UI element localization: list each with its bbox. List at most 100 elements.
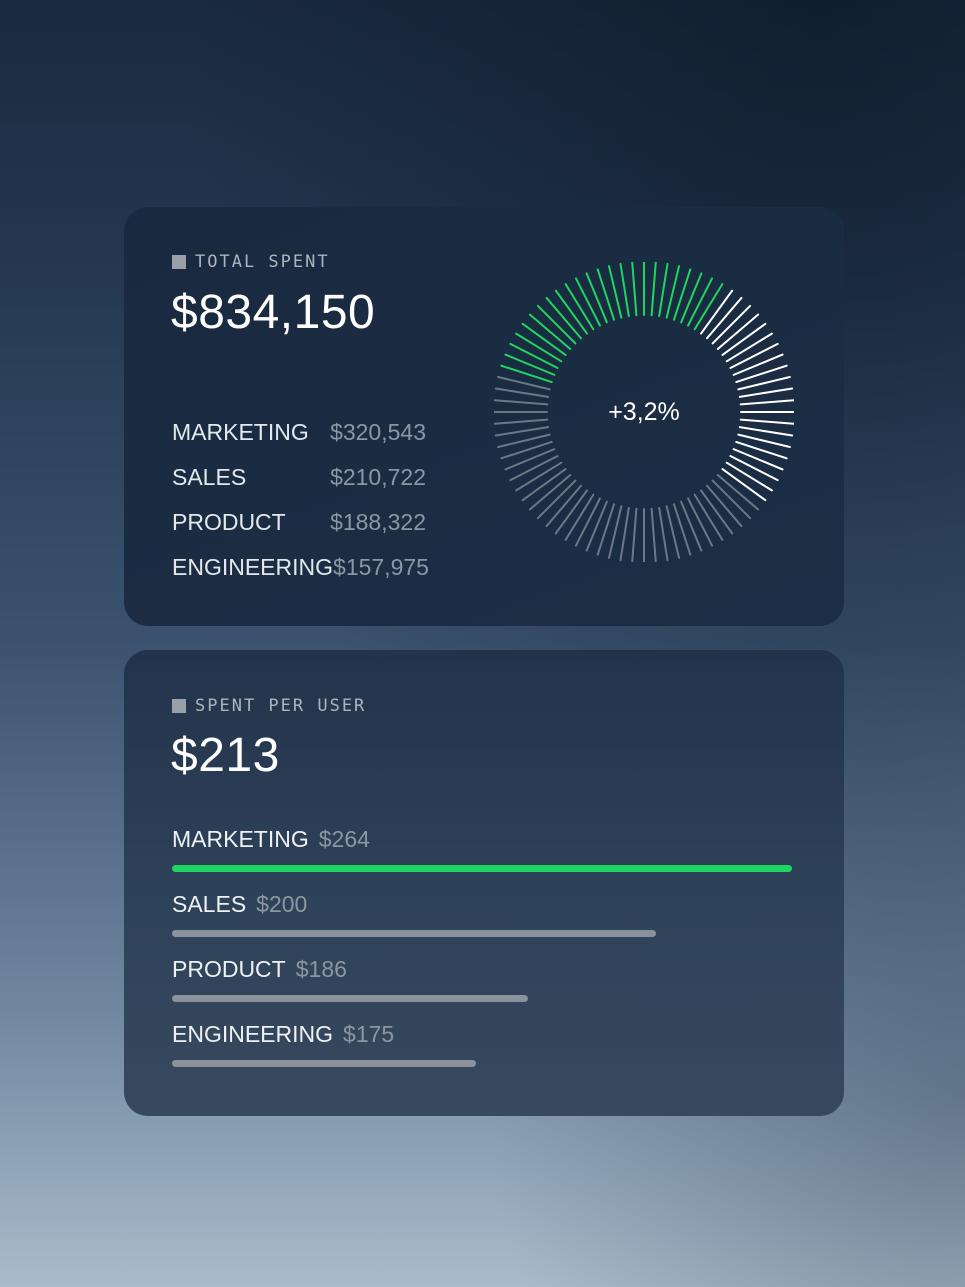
bar-category: SALES — [172, 891, 247, 917]
ring-tick-gray — [574, 497, 601, 547]
bar-label: PRODUCT $186 — [172, 956, 792, 983]
bar-amount: $200 — [256, 891, 308, 917]
bar-item-engineering: ENGINEERING $175 — [172, 1021, 792, 1086]
ring-tick-green — [680, 272, 703, 324]
spent-per-user-label: SPENT PER USER — [195, 696, 367, 716]
ring-tick-white — [739, 399, 794, 406]
bar-label: SALES $200 — [172, 891, 792, 918]
breakdown-amount: $320,543 — [330, 419, 426, 445]
breakdown-row-marketing: MARKETING $320,543 — [172, 419, 426, 464]
ring-tick-gray — [494, 426, 550, 437]
bar-label: MARKETING $264 — [172, 826, 792, 853]
ring-tick-gray — [497, 433, 551, 449]
breakdown-row-engineering: ENGINEERING $157,975 — [172, 554, 429, 599]
ring-tick-green — [545, 296, 582, 340]
bar-item-sales: SALES $200 — [172, 891, 792, 956]
ring-tick-white — [721, 468, 767, 502]
ring-tick-gray — [631, 507, 638, 562]
ring-tick-gray — [711, 479, 752, 520]
breakdown-category: SALES — [172, 464, 247, 490]
ring-tick-white — [725, 332, 773, 363]
breakdown-amount: $157,975 — [333, 554, 429, 580]
bar-item-product: PRODUCT $186 — [172, 956, 792, 1021]
ring-tick-gray — [596, 503, 616, 556]
ring-tick-gray — [650, 507, 657, 562]
ring-tick-white — [700, 289, 734, 335]
total-spent-card: TOTAL SPENT $834,150 MARKETING $320,543 … — [124, 207, 844, 626]
ring-tick-white — [729, 455, 779, 482]
ring-tick-white — [738, 387, 794, 398]
ring-tick-gray — [494, 399, 549, 406]
total-spent-label: TOTAL SPENT — [195, 252, 330, 272]
ring-tick-gray — [536, 479, 577, 520]
ring-tick-gray — [494, 418, 549, 425]
bar-category: MARKETING — [172, 826, 309, 852]
ring-tick-green — [515, 332, 563, 363]
bar-fill — [172, 995, 528, 1002]
ring-tick-white — [737, 375, 791, 391]
ring-tick-green — [509, 342, 559, 369]
breakdown-amount: $210,722 — [330, 464, 426, 490]
bar-item-marketing: MARKETING $264 — [172, 826, 792, 891]
ring-tick-gray — [494, 387, 550, 398]
ring-tick-white — [716, 313, 760, 350]
breakdown-category: ENGINEERING — [172, 554, 334, 580]
ring-tick-white — [729, 342, 779, 369]
ring-ticks — [494, 262, 794, 562]
ring-tick-white — [721, 322, 767, 356]
ring-tick-gray — [497, 375, 551, 391]
ring-tick-white — [735, 364, 788, 384]
ring-tick-gray — [500, 440, 553, 460]
spent-per-user-card: SPENT PER USER $213 MARKETING $264 SALES… — [124, 650, 844, 1116]
bar-amount: $186 — [295, 956, 347, 982]
ring-tick-green — [500, 364, 553, 384]
per-user-bar-list: MARKETING $264 SALES $200 PRODUCT $186 — [172, 826, 792, 1086]
bar-amount: $175 — [343, 1021, 395, 1047]
ring-tick-gray — [672, 503, 692, 556]
ring-tick-green — [672, 268, 692, 321]
ring-tick-white — [706, 296, 743, 340]
breakdown-row-product: PRODUCT $188,322 — [172, 509, 426, 554]
breakdown-category: MARKETING — [172, 419, 309, 445]
ring-tick-white — [737, 433, 791, 449]
ring-tick-green — [564, 283, 595, 331]
spent-per-user-header: SPENT PER USER — [172, 696, 366, 716]
ring-tick-white — [732, 448, 784, 471]
ring-tick-green — [596, 268, 616, 321]
ring-tick-white — [735, 440, 788, 460]
ring-tick-green — [650, 262, 657, 317]
ring-tick-gray — [693, 493, 724, 541]
spend-breakdown-list: MARKETING $320,543 SALES $210,722 PRODUC… — [172, 419, 429, 599]
ring-tick-green — [687, 277, 714, 327]
ring-tick-green — [554, 289, 588, 335]
ring-tick-green — [585, 272, 608, 324]
ring-tick-gray — [545, 484, 582, 528]
ring-tick-white — [738, 426, 794, 437]
ring-tick-white — [739, 418, 794, 425]
ring-change-value: +3,2% — [608, 397, 680, 426]
bar-category: ENGINEERING — [172, 1021, 334, 1047]
spend-ring-chart: +3,2% — [494, 262, 794, 562]
ring-tick-gray — [585, 500, 608, 552]
breakdown-amount: $188,322 — [330, 509, 426, 535]
bar-fill — [172, 1060, 476, 1067]
bar-track — [172, 1060, 792, 1067]
bar-fill — [172, 930, 656, 937]
breakdown-category: PRODUCT — [172, 509, 286, 535]
ring-tick-green — [619, 262, 630, 318]
ring-tick-green — [607, 265, 623, 319]
ring-tick-gray — [665, 505, 681, 559]
bar-track — [172, 865, 792, 872]
ring-tick-green — [574, 277, 601, 327]
ring-tick-gray — [716, 474, 760, 511]
ring-tick-gray — [607, 505, 623, 559]
ring-tick-gray — [554, 489, 588, 535]
bar-track — [172, 995, 792, 1002]
ring-tick-green — [536, 304, 577, 345]
ring-tick-green — [631, 262, 638, 317]
square-icon — [172, 699, 186, 713]
ring-tick-gray — [509, 455, 559, 482]
bar-fill — [172, 865, 792, 872]
ring-tick-gray — [619, 506, 630, 562]
ring-tick-gray — [706, 484, 743, 528]
